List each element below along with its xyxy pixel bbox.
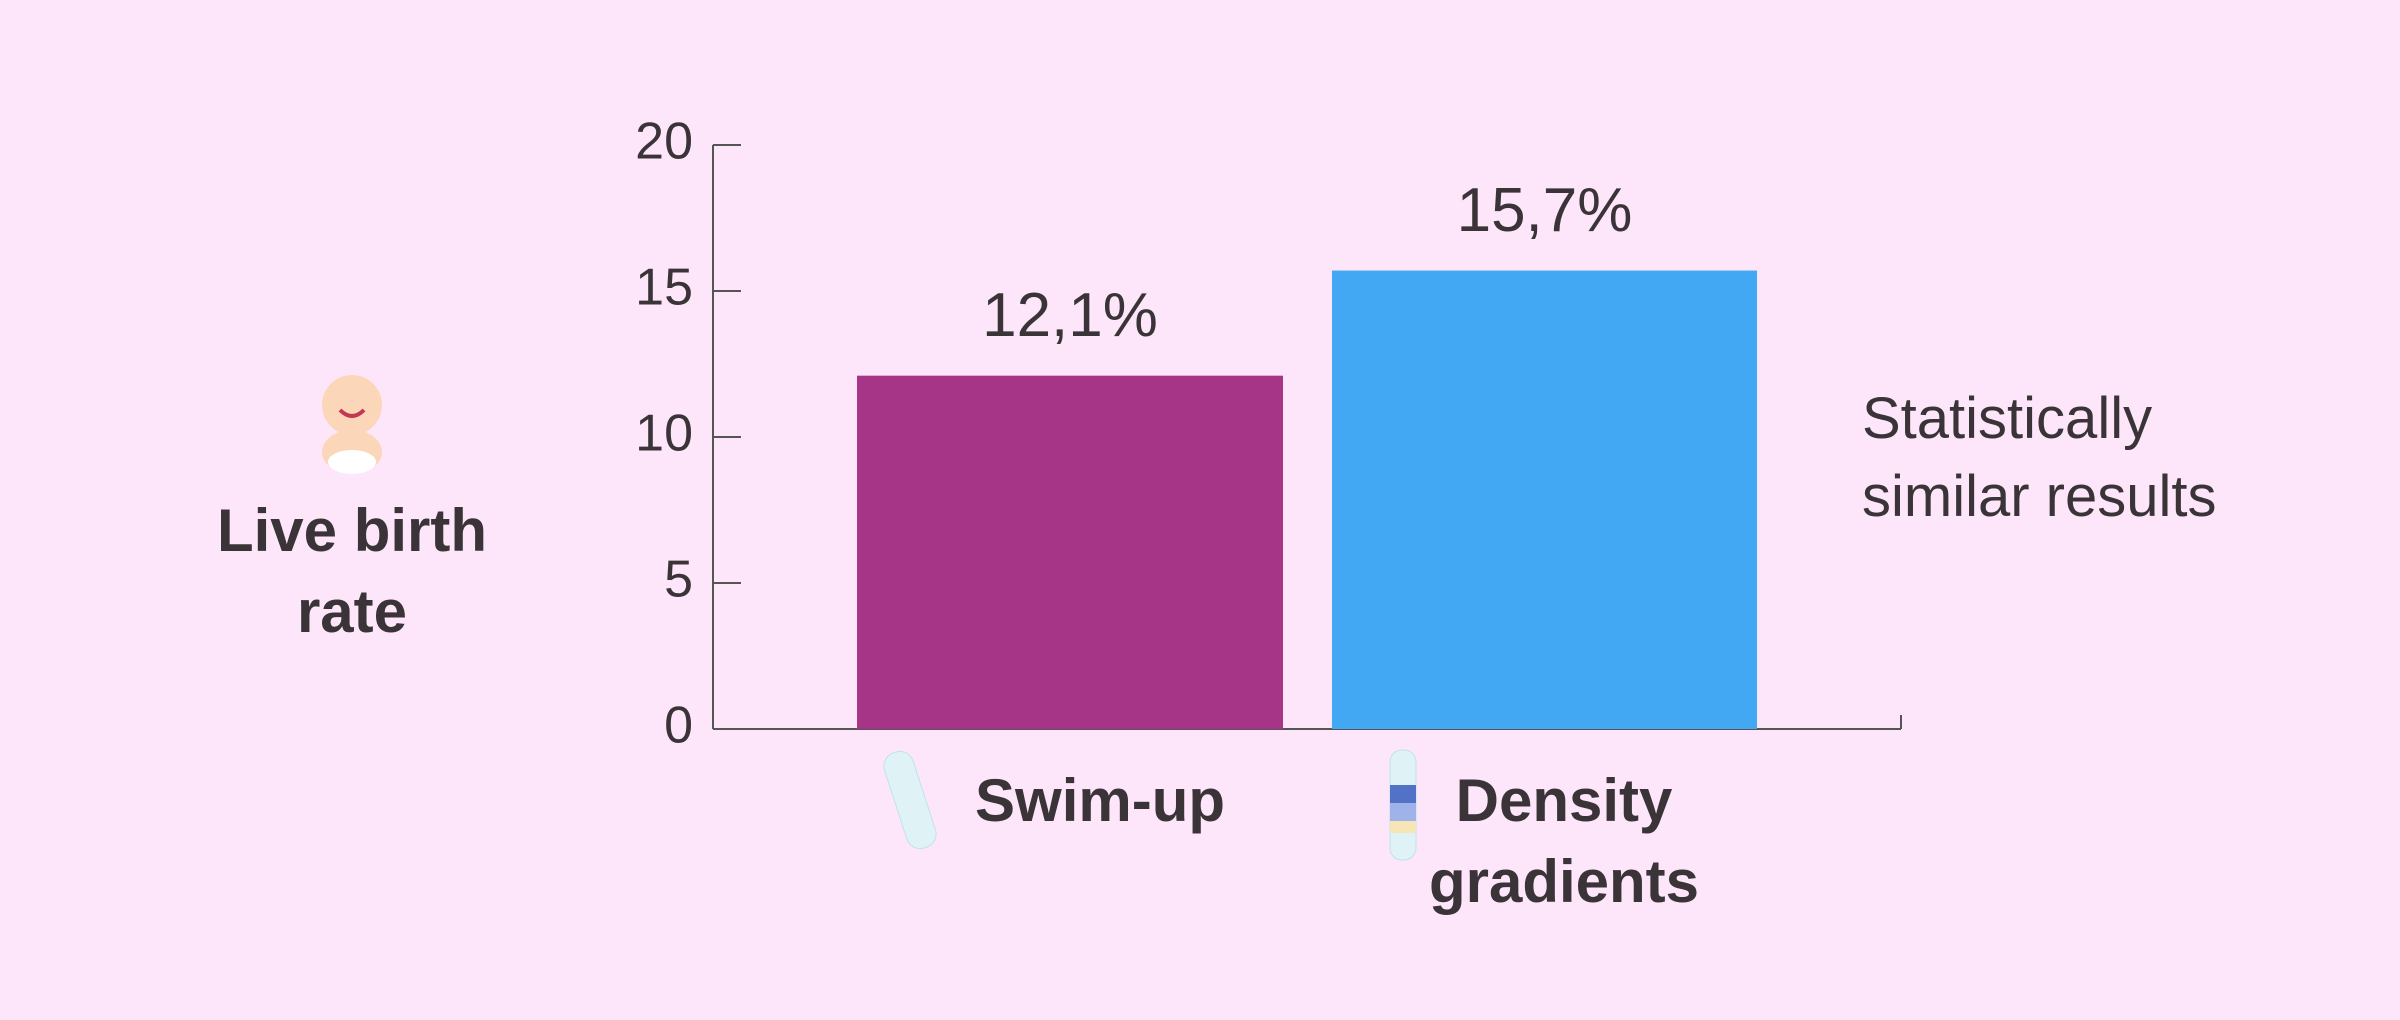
y-tick-label: 20 bbox=[635, 113, 693, 171]
bar bbox=[1332, 270, 1757, 729]
x-tick-label: Density gradients bbox=[1428, 767, 1700, 915]
bar bbox=[857, 375, 1283, 729]
y-tick-label: 15 bbox=[635, 259, 693, 317]
value-label: 15,7% bbox=[1457, 176, 1633, 245]
baby-icon bbox=[322, 375, 382, 474]
y-tick-label: 10 bbox=[635, 405, 693, 463]
value-label: 12,1% bbox=[982, 281, 1158, 350]
annotation: Statistically similar results bbox=[1862, 386, 2217, 530]
tube-icon bbox=[883, 749, 1417, 861]
y-axis-label: Live birth rate bbox=[216, 497, 488, 645]
y-tick-label: 5 bbox=[664, 551, 693, 609]
y-tick-label: 0 bbox=[664, 697, 693, 755]
x-tick-label: Swim-up bbox=[975, 767, 1225, 834]
